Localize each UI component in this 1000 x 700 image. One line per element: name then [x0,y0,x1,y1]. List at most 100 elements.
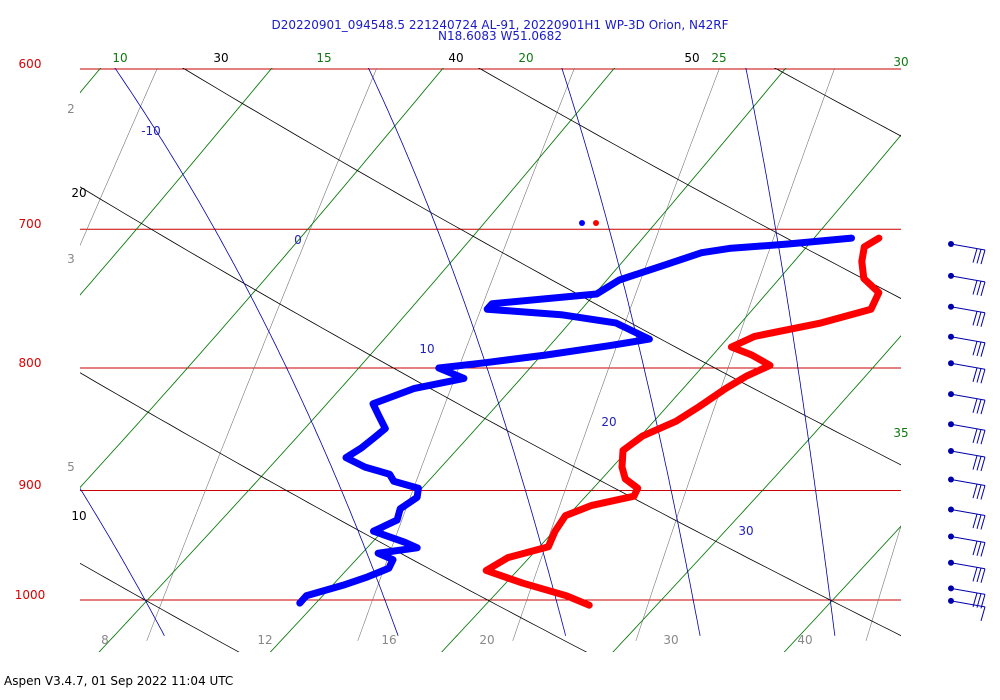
wind-barb-flag [980,342,986,357]
isotherm-label-20: 20 [518,51,533,65]
wind-barb-shaft [950,243,986,251]
wind-barb-flag [976,541,982,556]
wind-barb-shaft [950,336,986,344]
wind-barb-flag [976,456,982,471]
wind-barb-flag [972,280,978,295]
wind-barb-shaft [950,423,986,431]
wind-barb-flag [980,485,986,500]
wind-barb-shaft [950,306,986,314]
wind-barb-flag [976,514,982,529]
isotherm-30 [783,525,901,652]
chart-title-line-1: D20220901_094548.5 221240724 AL-91, 2022… [271,18,729,32]
wind-barb-flag [972,311,978,326]
moist-adiabat-40 [919,53,970,636]
wind-barb-708 [948,241,986,265]
chart-title-line-2: N18.6083 W51.0682 [438,29,562,43]
wind-barb-752 [948,303,986,327]
wind-barb-flag [980,281,986,296]
wind-barb-986 [948,585,986,609]
wind-barb-shaft [950,275,986,283]
dry-adiabat-10 [80,562,240,652]
mixing-ratio-label-12: 12 [257,633,272,647]
wind-barb-962 [948,559,986,583]
wind-barb-shaft [950,393,986,401]
dry-adiabat-20 [80,372,588,652]
dewpoint-profile [296,234,855,607]
mixing-ratio-label-30: 30 [663,633,678,647]
wind-barb-flag [976,249,982,264]
temperature-top-point [593,220,599,226]
wind-barb-shaft [950,450,986,458]
mixing-ratio-line-16 [512,68,720,641]
wind-barb-flag [976,281,982,296]
wind-barb-998 [948,597,986,622]
wind-barb-flag [972,248,978,263]
isotherm-20 [441,134,901,652]
wind-barb-flag [980,456,986,472]
wind-barb-shaft [950,587,986,595]
mixing-ratio-label-8: 8 [101,633,109,647]
mixing-ratio-line-12 [357,68,575,641]
wind-barb-shaft [950,509,986,517]
wind-barb-flag [980,542,986,557]
wind-barb-flag [972,367,978,382]
mixing-ratio-label-2: 2 [67,102,75,116]
wind-barb-794 [948,360,986,384]
wind-barbs [948,241,986,622]
wind-barb-flag [972,483,978,499]
wind-barb-flag [972,455,978,470]
wind-barb-flag [972,428,978,443]
pressure-label-1000: 1000 [15,588,46,602]
wind-barb-flag [980,400,986,415]
moist-adiabat-label--10: -10 [141,124,161,138]
isotherm-label-30: 30 [893,55,908,69]
wind-barb-shaft [950,479,986,487]
wind-barb-flag [972,341,978,356]
wind-barb-flag [980,369,986,384]
moist-adiabat-0 [114,68,399,636]
mixing-ratio-label-3: 3 [67,252,75,266]
dewpoint-top-point [579,220,585,226]
moist-adiabat-10 [367,68,566,636]
wind-barb-flag [980,249,986,265]
mixing-ratio-label-16: 16 [381,633,396,647]
dry-adiabat-30 [80,186,901,637]
wind-barb-shaft [950,362,986,370]
isotherm-label-15: 15 [316,51,331,65]
isotherm-5 [80,68,444,489]
isotherm-label-35: 35 [893,426,908,440]
wind-barb-flag [980,606,986,622]
dry-adiabat-label-20: 20 [71,186,86,200]
wind-barb-flag [980,515,986,530]
wind-barb-station [948,506,954,513]
wind-barb-flag [980,312,986,327]
isotherm-25 [612,335,901,652]
wind-barb-flag [976,399,982,414]
wind-barb-818 [948,391,986,415]
temperature-profile [482,234,883,609]
isotherm-label-25: 25 [711,51,726,65]
wind-barb-774 [948,333,986,357]
wind-barb-914 [948,506,986,530]
wind-barb-938 [948,533,986,557]
wind-barb-flag [972,398,978,413]
wind-barb-flag [972,540,978,556]
isotherm-10 [98,68,616,652]
wind-barb-flag [976,567,982,583]
pressure-label-700: 700 [19,217,42,231]
moist-adiabat-20 [561,68,701,636]
wind-barb-flag [976,341,982,357]
wind-barb-flag [972,567,978,582]
dry-adiabat-70 [938,0,1000,661]
wind-barb-730 [948,272,986,296]
wind-barb-shaft [950,535,986,543]
moist-adiabat-30 [745,68,836,636]
wind-barb-864 [948,448,986,472]
moist-adiabat-label-30: 30 [738,524,753,538]
skewt-grid [80,0,1000,661]
mixing-ratio-label-20: 20 [479,633,494,647]
wind-barb-flag [976,429,982,444]
wind-barb-flag [980,568,986,583]
wind-barb-flag [972,513,978,529]
